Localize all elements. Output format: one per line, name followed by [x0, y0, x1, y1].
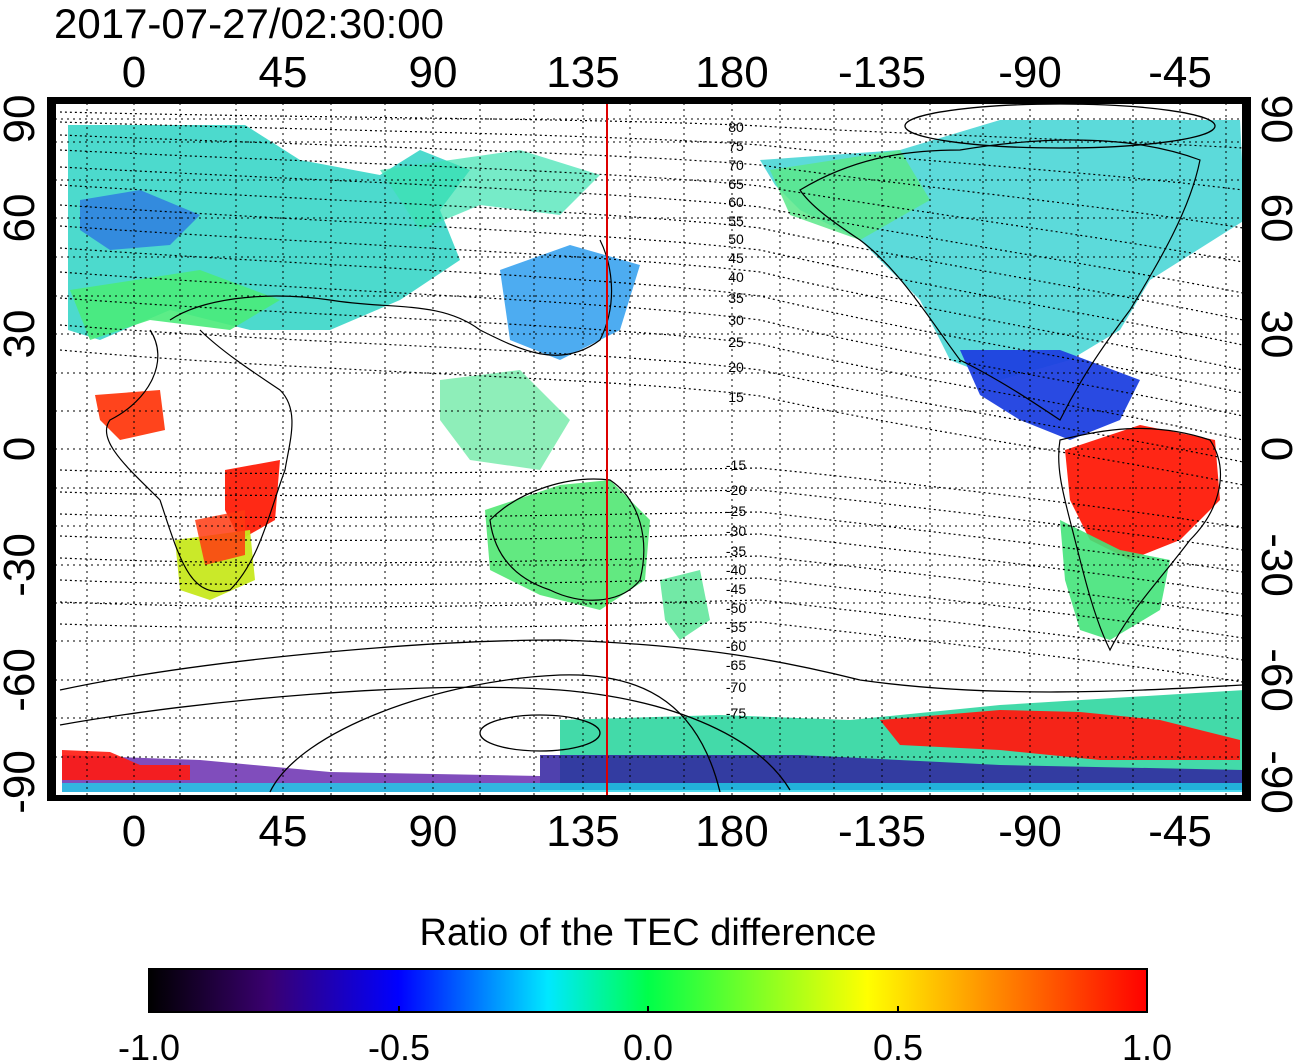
bottom-axis-label: 45 [259, 807, 308, 856]
tec-patch-antarctic-red-west [62, 750, 190, 780]
timestamp-title: 2017-07-27/02:30:00 [54, 0, 444, 47]
coastlines [105, 139, 1221, 652]
bottom-axis-labels: 0 45 90 135 180 -135 -90 -45 [122, 807, 1212, 856]
right-axis-label: 60 [1252, 194, 1296, 243]
contour-label: 40 [728, 269, 744, 285]
top-axis-label: 45 [259, 48, 308, 97]
left-axis-label: 0 [0, 437, 44, 461]
top-axis-label: 180 [695, 48, 768, 97]
tec-patch-east-asia [500, 245, 640, 360]
top-axis-label: -135 [838, 48, 926, 97]
tec-patch-south-america-green [1060, 520, 1170, 640]
map-frame-bar-right [1243, 97, 1251, 801]
tec-patch-australia [485, 480, 650, 610]
contour-label: 70 [728, 157, 744, 173]
contour-label: -75 [726, 705, 746, 721]
contour-label: 25 [728, 334, 744, 350]
contour-label: -40 [726, 562, 746, 578]
bottom-axis-label: -135 [838, 807, 926, 856]
contour-label: 60 [728, 194, 744, 210]
contour-label: 50 [728, 231, 744, 247]
top-axis-labels: 0 45 90 135 180 -135 -90 -45 [122, 48, 1212, 97]
contour-label: -50 [726, 600, 746, 616]
colorbar-tick-labels: -1.0 -0.5 0.0 0.5 1.0 [118, 1027, 1172, 1064]
top-axis-label: -90 [998, 48, 1062, 97]
colorbar-ticks [148, 1006, 1148, 1012]
bottom-axis-label: 135 [546, 807, 619, 856]
colorbar-tick-label: -1.0 [118, 1027, 180, 1064]
contour-label: 65 [728, 176, 744, 192]
left-axis-label: 90 [0, 95, 44, 144]
contour-label: 35 [728, 290, 744, 306]
right-axis-label: -30 [1252, 533, 1296, 597]
contour-label: -45 [726, 581, 746, 597]
contour-label: -55 [726, 619, 746, 635]
contour-label: -70 [726, 679, 746, 695]
contour-label: -35 [726, 543, 746, 559]
colorbar: Ratio of the TEC difference -1.0 -0.5 0.… [118, 912, 1172, 1064]
tec-patch-south-bottom [62, 783, 1243, 792]
contour-label: 30 [728, 312, 744, 328]
colorbar-tick-label: 0.5 [873, 1027, 923, 1064]
tec-patch-antarctic-red [880, 710, 1240, 760]
left-axis-label: 60 [0, 194, 44, 243]
contour-label: 80 [728, 119, 744, 135]
contour-labels-south: -15 -20 -25 -30 -35 -40 -45 -50 -55 -60 … [726, 457, 746, 721]
top-axis-label: 0 [122, 48, 146, 97]
right-axis-label: -60 [1252, 648, 1296, 712]
colorbar-tick-label: -0.5 [368, 1027, 430, 1064]
bottom-axis-label: -90 [998, 807, 1062, 856]
tec-patch-med [70, 270, 280, 340]
tec-patch-south-africa-red [195, 510, 245, 565]
contour-label: -65 [726, 657, 746, 673]
tec-patch-antarctic-west [62, 755, 540, 792]
top-axis-label: 135 [546, 48, 619, 97]
map-grid [55, 103, 1243, 796]
tec-patch-se-asia [440, 370, 570, 470]
map-frame-bar-top [55, 97, 1243, 103]
contour-label: -25 [726, 503, 746, 519]
tec-patch-siberia [380, 150, 600, 230]
contour-label: 20 [728, 359, 744, 375]
left-axis-labels: 90 60 30 0 -30 -60 -90 [0, 95, 44, 814]
tec-patch-nz [660, 570, 710, 640]
top-axis-label: 90 [409, 48, 458, 97]
colorbar-tick-label: 1.0 [1122, 1027, 1172, 1064]
tec-patch-scandinavia [80, 190, 200, 250]
colorbar-title: Ratio of the TEC difference [420, 912, 877, 954]
colorbar-gradient [148, 968, 1148, 1013]
right-axis-label: 30 [1252, 310, 1296, 359]
contour-label: -60 [726, 638, 746, 654]
bottom-axis-label: 180 [695, 807, 768, 856]
right-axis-label: 0 [1252, 437, 1296, 461]
contour-label: 45 [728, 250, 744, 266]
contour-label: 55 [728, 213, 744, 229]
contour-label: 75 [728, 138, 744, 154]
left-axis-label: -90 [0, 750, 44, 814]
bottom-axis-label: 0 [122, 807, 146, 856]
tec-patch-west-africa [95, 390, 165, 440]
left-axis-label: -60 [0, 648, 44, 712]
right-axis-label: 90 [1252, 95, 1296, 144]
colorbar-tick-label: 0.0 [623, 1027, 673, 1064]
map-frame-bar-left [47, 97, 55, 801]
map-panel: 80 75 70 65 60 55 50 45 40 35 30 25 20 1… [47, 97, 1251, 801]
left-axis-label: -30 [0, 533, 44, 597]
top-axis-label: -45 [1148, 48, 1212, 97]
bottom-axis-label: 90 [409, 807, 458, 856]
bottom-axis-label: -45 [1148, 807, 1212, 856]
contour-label: -20 [726, 482, 746, 498]
tec-patch-antarctic-dark [540, 755, 1243, 790]
right-axis-label: -90 [1252, 750, 1296, 814]
contour-label: -15 [726, 457, 746, 473]
right-axis-labels: 90 60 30 0 -30 -60 -90 [1252, 95, 1296, 814]
contour-label: -30 [726, 523, 746, 539]
left-axis-label: 30 [0, 310, 44, 359]
map-frame-bar-bottom [55, 796, 1243, 801]
contour-labels-north: 80 75 70 65 60 55 50 45 40 35 30 25 20 1… [728, 119, 744, 405]
contour-label: 15 [728, 389, 744, 405]
